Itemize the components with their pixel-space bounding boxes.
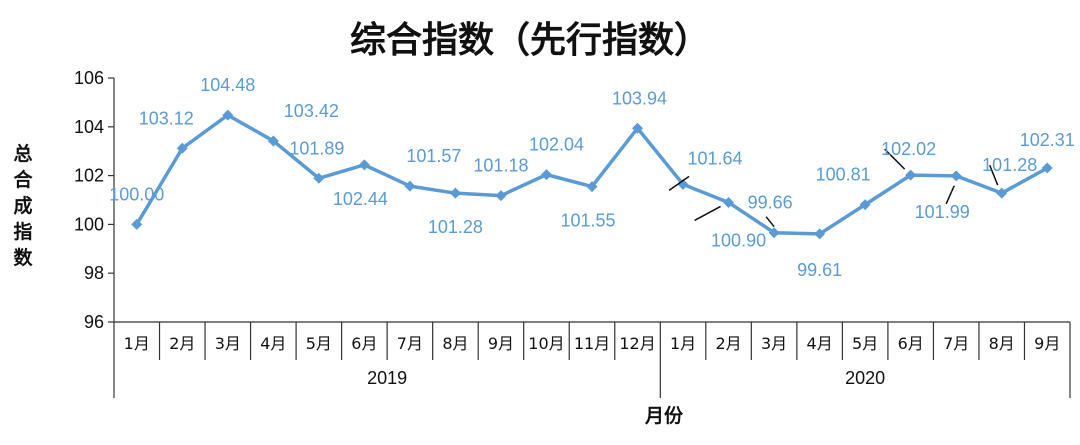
x-tick-label: 2月 xyxy=(715,334,741,353)
y-tick-label: 96 xyxy=(84,312,104,332)
x-tick-label: 8月 xyxy=(442,334,468,353)
axes: 96 98 100 102 104 106 1月 2月 3月 4月 5月 6月 7月 8月 9月 10月 11月… xyxy=(74,68,1071,398)
x-tick-label: 10月 xyxy=(528,334,564,353)
chart-title: 综合指数（先行指数） xyxy=(350,20,710,61)
data-label: 101.55 xyxy=(560,211,615,231)
x-tick-label: 12月 xyxy=(619,334,655,353)
x-group-label: 2019 xyxy=(367,368,407,388)
data-marks: 100.00 103.12 104.48 103.42 101.89 102.44 101.… xyxy=(109,75,1075,280)
y-axis-label-char: 成 xyxy=(13,194,32,217)
data-point xyxy=(859,199,871,211)
y-tick-label: 104 xyxy=(74,117,104,137)
data-label: 103.94 xyxy=(612,88,667,108)
data-label: 99.66 xyxy=(748,193,793,213)
x-tick-label: 4月 xyxy=(260,334,286,353)
data-label: 103.12 xyxy=(139,108,194,128)
data-point xyxy=(905,169,917,181)
data-point xyxy=(358,159,370,171)
data-point xyxy=(404,180,416,192)
data-label-leader xyxy=(945,185,955,205)
x-tick-label: 5月 xyxy=(852,334,878,353)
data-point xyxy=(632,122,644,134)
y-axis-label-char: 总 xyxy=(13,142,32,165)
data-label: 101.28 xyxy=(982,155,1037,175)
y-axis-label: 总合成指数 xyxy=(13,142,33,269)
data-label: 101.28 xyxy=(428,217,483,237)
data-point xyxy=(495,190,507,202)
y-tick-label: 100 xyxy=(74,214,104,234)
data-label: 101.64 xyxy=(688,148,743,168)
y-tick-label: 102 xyxy=(74,166,104,186)
data-point xyxy=(176,142,188,154)
data-label: 102.44 xyxy=(333,189,388,209)
y-axis-label-char: 数 xyxy=(13,246,33,269)
data-label: 101.89 xyxy=(289,138,344,158)
x-tick-label: 5月 xyxy=(306,334,332,353)
x-group-label: 2020 xyxy=(845,368,885,388)
x-tick-label: 9月 xyxy=(488,334,514,353)
data-label: 101.99 xyxy=(915,202,970,222)
x-tick-label: 11月 xyxy=(574,334,610,353)
data-point xyxy=(768,227,780,239)
data-label: 101.18 xyxy=(473,156,528,176)
data-label: 102.02 xyxy=(881,139,936,159)
data-point xyxy=(586,181,598,193)
y-axis-label-char: 合 xyxy=(13,168,33,191)
data-label-leader xyxy=(989,164,999,186)
data-point xyxy=(222,109,234,121)
y-tick-label: 106 xyxy=(74,68,104,88)
y-tick-label: 98 xyxy=(84,263,104,283)
data-point xyxy=(449,187,461,199)
x-tick-label: 9月 xyxy=(1034,334,1060,353)
x-tick-label: 3月 xyxy=(215,334,241,353)
data-point xyxy=(814,228,826,240)
data-label-leader xyxy=(694,205,721,222)
data-label-leader xyxy=(765,216,775,228)
x-tick-label: 8月 xyxy=(989,334,1015,353)
x-tick-label: 7月 xyxy=(397,334,423,353)
data-point xyxy=(950,170,962,182)
x-tick-label: 3月 xyxy=(761,334,787,353)
x-tick-label: 6月 xyxy=(898,334,924,353)
x-tick-label: 6月 xyxy=(351,334,377,353)
x-tick-label: 1月 xyxy=(124,334,150,353)
data-point xyxy=(540,169,552,181)
x-axis-label: 月份 xyxy=(644,404,684,427)
data-label: 100.00 xyxy=(109,184,164,204)
x-tick-label: 1月 xyxy=(670,334,696,353)
x-tick-label: 2月 xyxy=(169,334,195,353)
data-point xyxy=(131,218,143,230)
data-label: 103.42 xyxy=(284,101,339,121)
data-label: 102.31 xyxy=(1020,130,1075,150)
data-label: 104.48 xyxy=(200,75,255,95)
data-label: 99.61 xyxy=(797,260,842,280)
data-label: 100.81 xyxy=(816,165,871,185)
data-label-leader xyxy=(884,148,906,170)
data-label: 100.90 xyxy=(711,230,766,250)
data-label: 102.04 xyxy=(529,135,584,155)
data-label: 101.57 xyxy=(406,146,461,166)
x-tick-label: 7月 xyxy=(943,334,969,353)
data-point xyxy=(996,187,1008,199)
y-axis-label-char: 指 xyxy=(13,221,32,243)
data-point xyxy=(1041,162,1053,174)
data-point xyxy=(723,196,735,208)
data-label-leader xyxy=(668,175,690,191)
data-point xyxy=(313,172,325,184)
x-tick-label: 4月 xyxy=(807,334,833,353)
data-point xyxy=(267,135,279,147)
